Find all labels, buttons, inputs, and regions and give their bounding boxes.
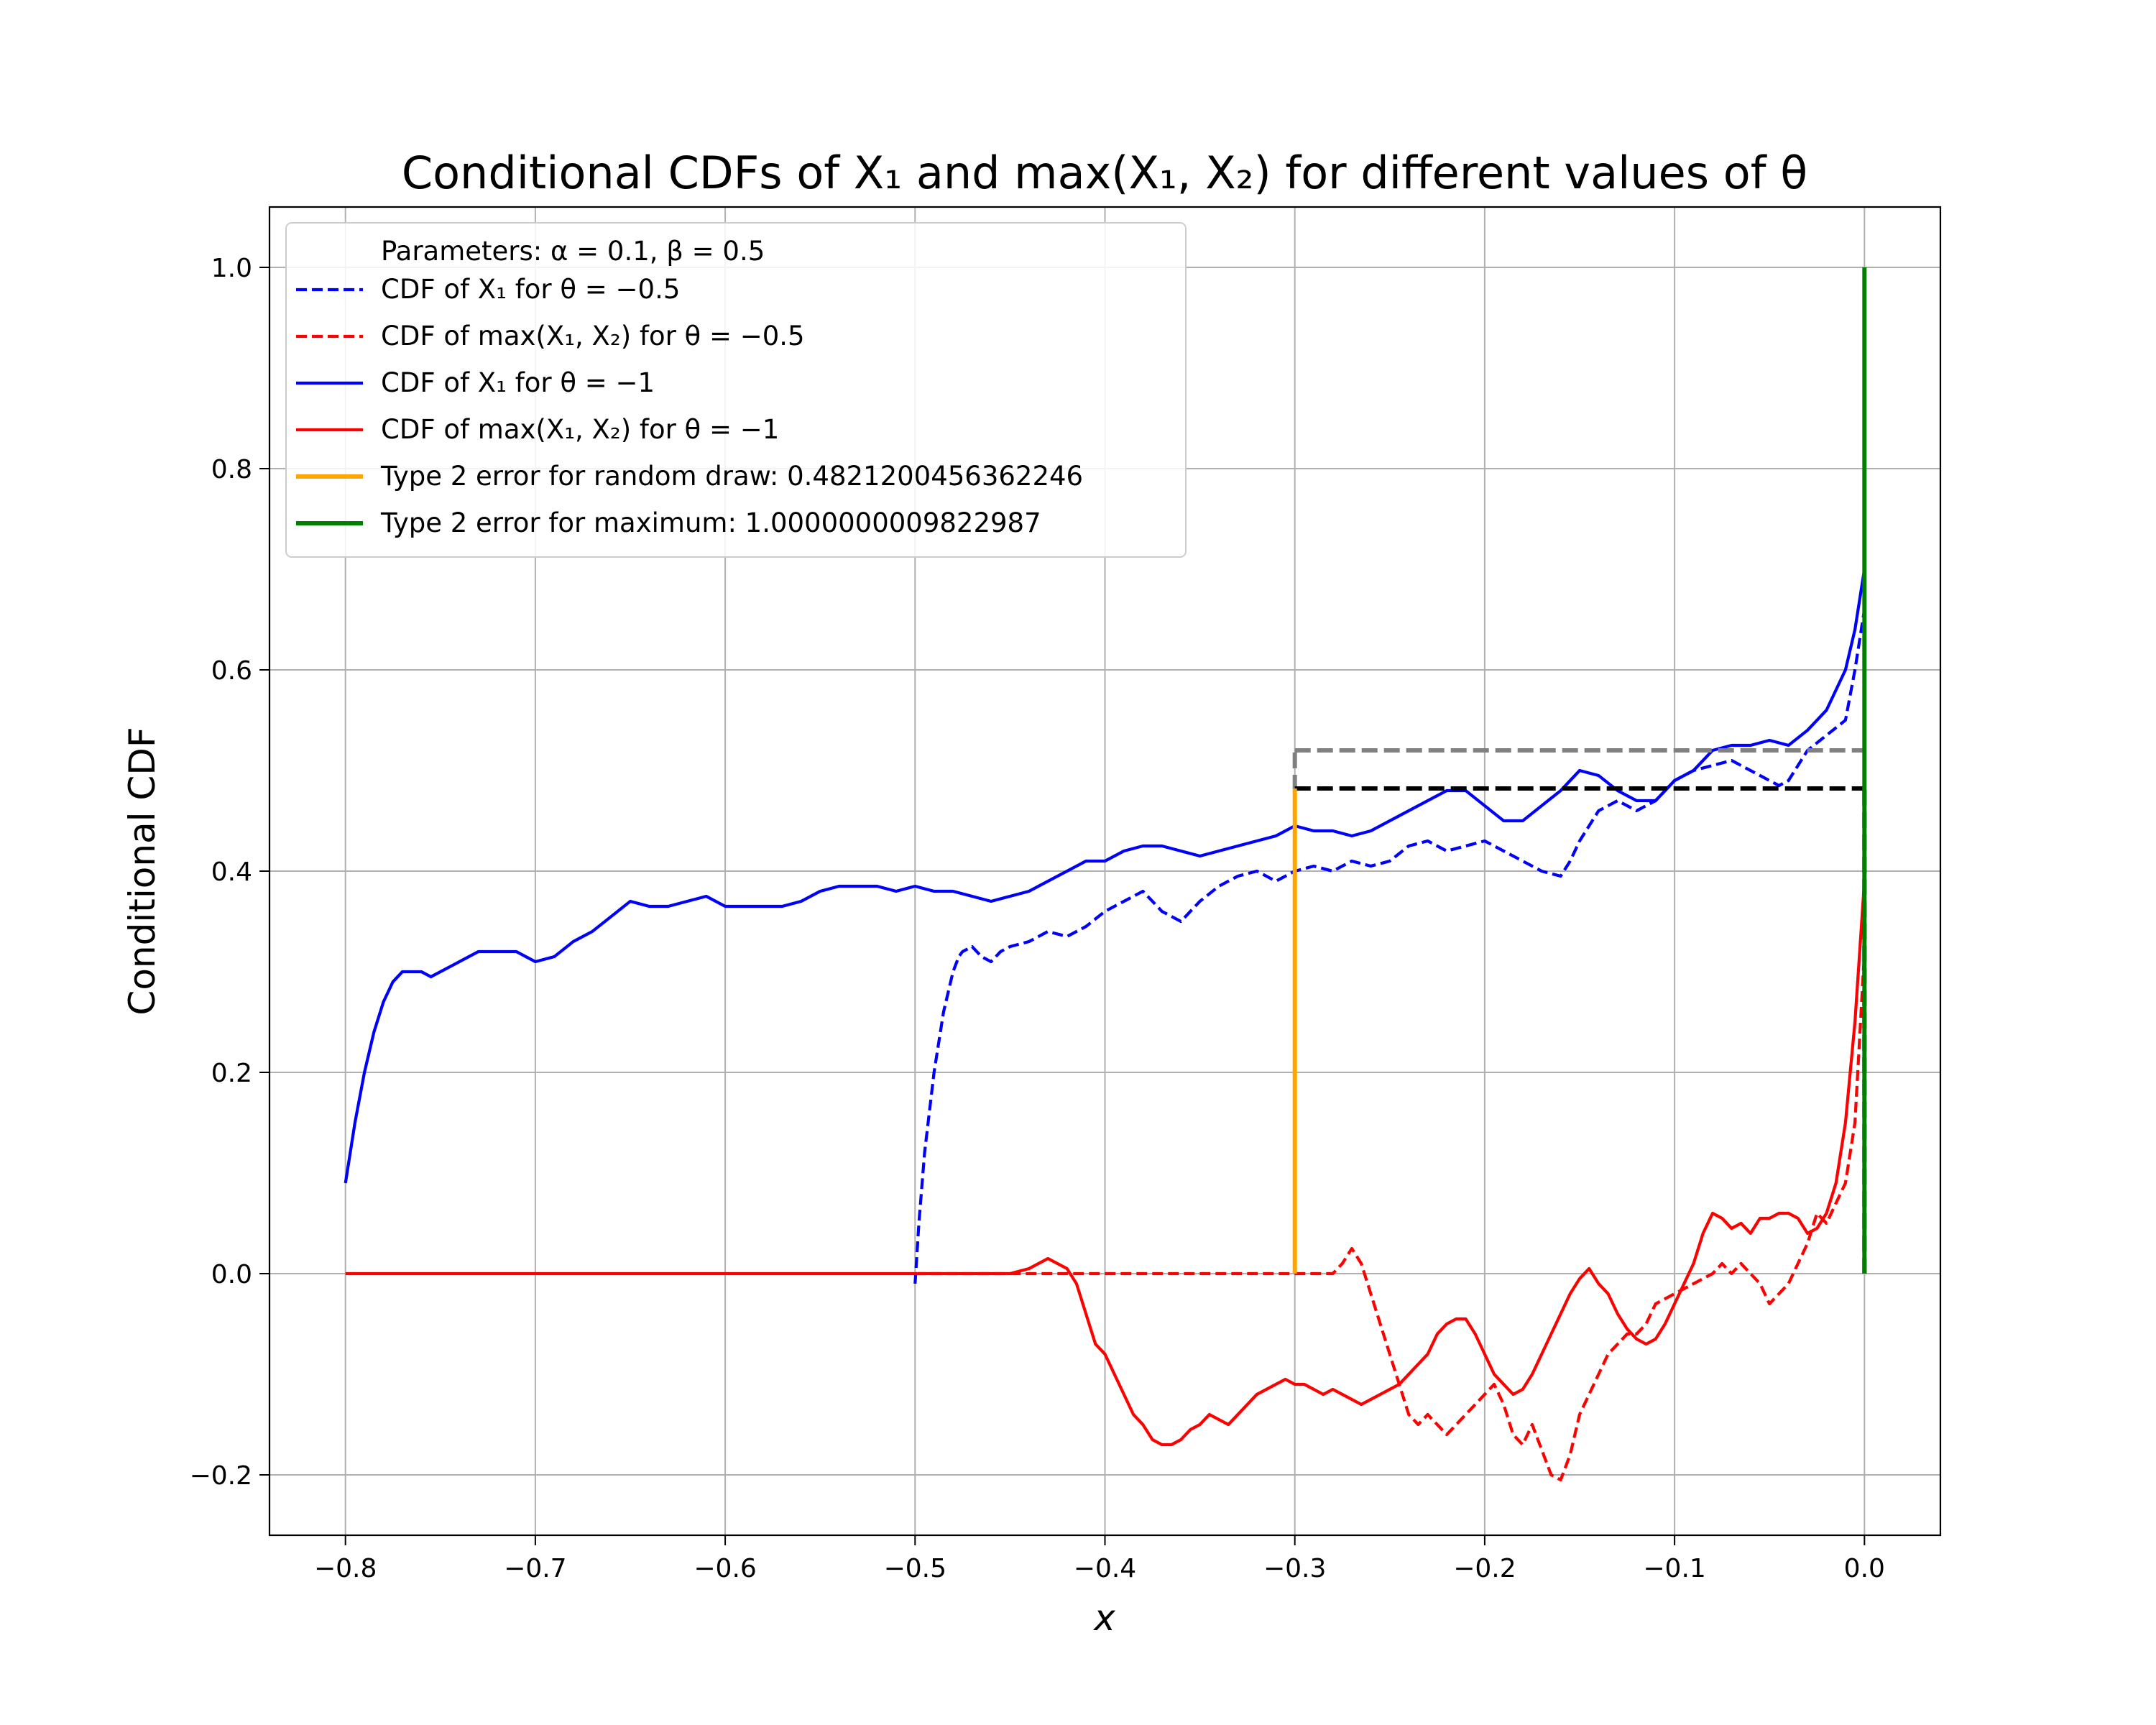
cdf-max-theta-minus-1-line xyxy=(345,880,1866,1447)
x-tick-label: −0.7 xyxy=(504,1554,566,1583)
x-tick-label: −0.6 xyxy=(694,1554,756,1583)
y-tick-label: 0.4 xyxy=(211,857,252,887)
y-tick-label: 0.8 xyxy=(211,455,252,484)
legend-label: CDF of max(X₁, X₂) for θ = −1 xyxy=(381,414,779,445)
y-tick-label: 0.2 xyxy=(211,1059,252,1088)
legend-label: Type 2 error for random draw: 0.48212004… xyxy=(380,461,1083,492)
cdf-x1-theta-minus-0-5-line xyxy=(913,609,1866,1284)
x-tick-label: −0.8 xyxy=(314,1554,377,1583)
legend-label: CDF of X₁ for θ = −1 xyxy=(381,367,655,398)
legend: Parameters: α = 0.1, β = 0.5 CDF of X₁ f… xyxy=(285,222,1187,558)
legend-label: Type 2 error for maximum: 1.000000000982… xyxy=(380,507,1041,538)
x-axis-ticks: −0.8 −0.7 −0.6 −0.5 −0.4 −0.3 −0.2 −0.1 0.0 xyxy=(314,1535,1885,1583)
x-tick-label: −0.5 xyxy=(884,1554,946,1583)
chart-title: Conditional CDFs of X₁ and max(X₁, X₂) f… xyxy=(402,147,1807,199)
legend-entries: CDF of X₁ for θ = −0.5 CDF of max(X₁, X₂)… xyxy=(296,274,1083,538)
legend-box xyxy=(285,222,1187,558)
plot-series xyxy=(344,267,1867,1482)
legend-label: CDF of X₁ for θ = −0.5 xyxy=(381,274,680,305)
y-axis-label: Conditional CDF xyxy=(121,727,163,1015)
x-tick-label: −0.1 xyxy=(1643,1554,1705,1583)
x-tick-label: −0.3 xyxy=(1263,1554,1326,1583)
y-axis-ticks: −0.2 0.0 0.2 0.4 0.6 0.8 1.0 xyxy=(190,254,270,1491)
cdf-x1-theta-minus-1-line xyxy=(344,569,1866,1184)
x-tick-label: −0.4 xyxy=(1074,1554,1136,1583)
y-tick-label: 0.6 xyxy=(211,656,252,686)
x-tick-label: 0.0 xyxy=(1844,1554,1885,1583)
y-tick-label: 0.0 xyxy=(211,1260,252,1289)
x-axis-label: x xyxy=(1092,1597,1115,1639)
y-tick-label: −0.2 xyxy=(190,1461,252,1491)
legend-label: CDF of max(X₁, X₂) for θ = −0.5 xyxy=(381,321,805,351)
x-tick-label: −0.2 xyxy=(1453,1554,1516,1583)
legend-header: Parameters: α = 0.1, β = 0.5 xyxy=(381,236,765,267)
cdf-max-theta-minus-0-5-line xyxy=(915,951,1866,1482)
y-tick-label: 1.0 xyxy=(211,254,252,283)
